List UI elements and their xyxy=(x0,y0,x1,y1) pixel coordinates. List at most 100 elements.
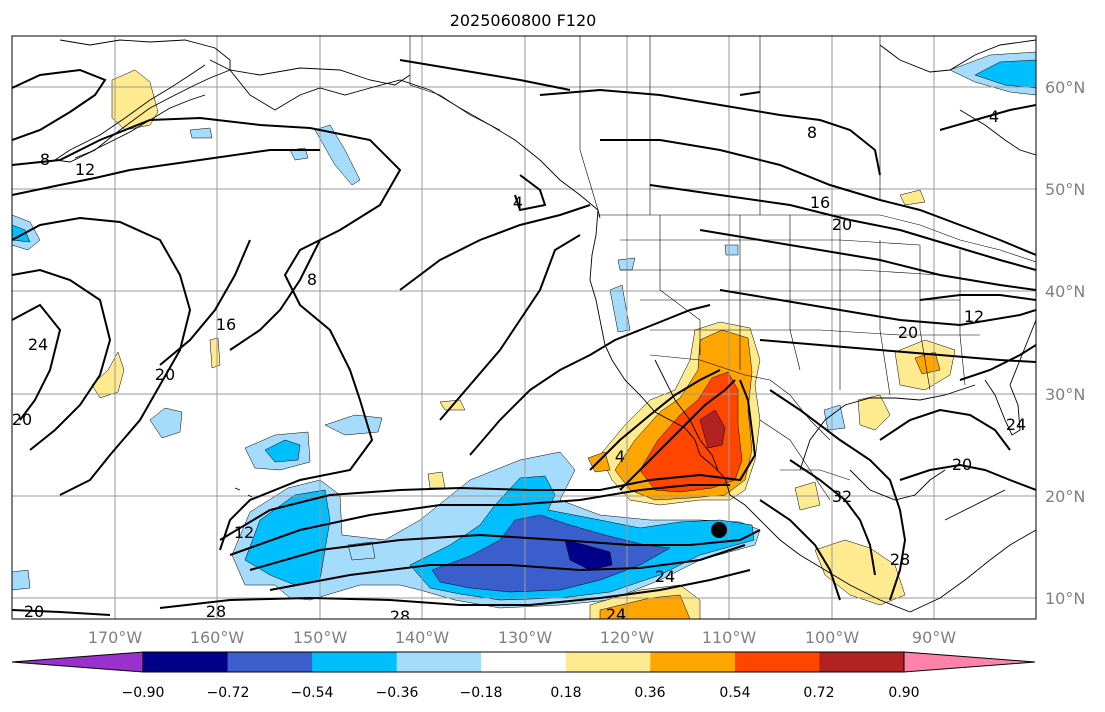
contour-label: 20 xyxy=(898,323,918,342)
contour-line xyxy=(899,463,1036,491)
contour-label: 4 xyxy=(615,447,625,466)
colorbar-segments xyxy=(142,651,905,673)
region-yellow-nw xyxy=(111,69,159,131)
contour-line xyxy=(439,234,581,421)
contour-line xyxy=(759,339,1036,363)
contour-label: 8 xyxy=(40,150,50,169)
latitude-labels: 60°N 50°N 40°N 30°N 20°N 10°N xyxy=(1045,78,1085,608)
lon-label: 160°W xyxy=(190,628,245,647)
colorbar-segment xyxy=(819,652,905,672)
contour-label: 24 xyxy=(655,567,675,586)
contour-line xyxy=(229,484,730,556)
region-blob-hudson-inner xyxy=(974,59,1036,89)
graticule xyxy=(12,36,1036,619)
contour-label: 32 xyxy=(832,487,852,506)
contour-label: 20 xyxy=(155,365,175,384)
contour-line xyxy=(249,529,761,571)
region-yellow-ne xyxy=(899,189,926,206)
contour-line xyxy=(229,239,321,351)
contour-label: 20 xyxy=(24,602,44,621)
lat-label: 40°N xyxy=(1045,282,1085,301)
lon-label: 170°W xyxy=(88,628,143,647)
lon-label: 100°W xyxy=(805,628,860,647)
contour-label: 8 xyxy=(307,270,317,289)
colorbar-under-extension xyxy=(11,651,144,673)
lon-label: 120°W xyxy=(600,628,655,647)
contour-line xyxy=(699,229,1036,291)
contours xyxy=(12,59,1036,616)
contour-line xyxy=(879,408,1011,451)
contour-line xyxy=(269,544,746,591)
region-blob-alaska xyxy=(314,124,361,186)
contour-line xyxy=(12,149,320,196)
region-yellow-gulf xyxy=(857,394,891,431)
region-blob-ca xyxy=(609,284,631,333)
contour-line xyxy=(159,569,751,609)
contour-line xyxy=(939,104,1036,131)
contour-label: 12 xyxy=(964,307,984,326)
contour-label: 20 xyxy=(832,215,852,234)
map-title: 2025060800 F120 xyxy=(450,11,597,30)
colorbar-tick-label: 0.18 xyxy=(550,685,581,701)
region-blob-3 xyxy=(324,414,383,436)
contour-line xyxy=(159,239,251,366)
contour-labels: 8 12 16 24 20 20 8 12 20 28 28 24 24 4 4… xyxy=(12,107,1026,624)
location-marker xyxy=(711,522,727,538)
contour-line xyxy=(959,344,1036,381)
map-area: 8 12 16 24 20 20 8 12 20 28 28 24 24 4 4… xyxy=(12,36,1036,624)
colorbar-tick-labels: −0.90 −0.72 −0.54 −0.36 −0.18 0.18 0.36 … xyxy=(122,685,920,701)
colorbar-tick-label: −0.18 xyxy=(460,685,503,701)
contour-line xyxy=(514,174,547,212)
map-frame xyxy=(11,35,1037,620)
contour-label: 28 xyxy=(206,602,226,621)
contour-label: 16 xyxy=(216,315,236,334)
region-mid-blue xyxy=(431,514,671,593)
contour-line xyxy=(769,389,907,601)
colorbar: −0.90 −0.72 −0.54 −0.36 −0.18 0.18 0.36 … xyxy=(11,651,1036,701)
contour-label: 4 xyxy=(513,193,523,212)
contour-label: 12 xyxy=(234,523,254,542)
contour-line xyxy=(12,68,107,141)
lon-label: 130°W xyxy=(498,628,553,647)
political-borders xyxy=(409,36,1036,501)
contour-line xyxy=(589,369,721,471)
contour-label: 24 xyxy=(606,605,626,624)
lat-label: 50°N xyxy=(1045,180,1085,199)
contour-line xyxy=(12,116,402,551)
colorbar-over-extension xyxy=(903,651,1036,673)
contour-line xyxy=(600,139,1036,256)
contour-line xyxy=(619,379,736,491)
contour-line xyxy=(649,184,1036,271)
colorbar-segment xyxy=(312,652,398,672)
contour-label: 16 xyxy=(810,193,830,212)
lon-label: 90°W xyxy=(912,628,956,647)
colorbar-segment xyxy=(227,652,313,672)
colorbar-tick-label: 0.54 xyxy=(719,685,750,701)
region-navy xyxy=(564,539,613,571)
contour-line xyxy=(12,303,62,421)
contour-line xyxy=(919,294,1036,301)
lon-label: 140°W xyxy=(395,628,450,647)
contour-label: 20 xyxy=(12,410,32,429)
shading-positive xyxy=(91,69,956,619)
colorbar-segment xyxy=(650,652,736,672)
contour-line xyxy=(12,216,192,496)
colorbar-segment xyxy=(481,652,567,672)
lat-label: 30°N xyxy=(1045,385,1085,404)
lon-label: 110°W xyxy=(702,628,757,647)
colorbar-tick-label: −0.72 xyxy=(207,685,250,701)
contour-line xyxy=(219,379,757,541)
lat-label: 60°N xyxy=(1045,78,1085,97)
colorbar-tick-label: −0.36 xyxy=(376,685,419,701)
contour-label: 12 xyxy=(75,160,95,179)
contour-line xyxy=(12,268,112,451)
lat-label: 10°N xyxy=(1045,589,1085,608)
colorbar-tick-label: 0.90 xyxy=(888,685,919,701)
region-blob-1 xyxy=(149,407,183,439)
region-blob-mt xyxy=(724,244,739,256)
region-dark-red xyxy=(699,409,726,449)
contour-line xyxy=(759,499,841,601)
region-yellow-w xyxy=(91,351,125,399)
lon-label: 150°W xyxy=(293,628,348,647)
